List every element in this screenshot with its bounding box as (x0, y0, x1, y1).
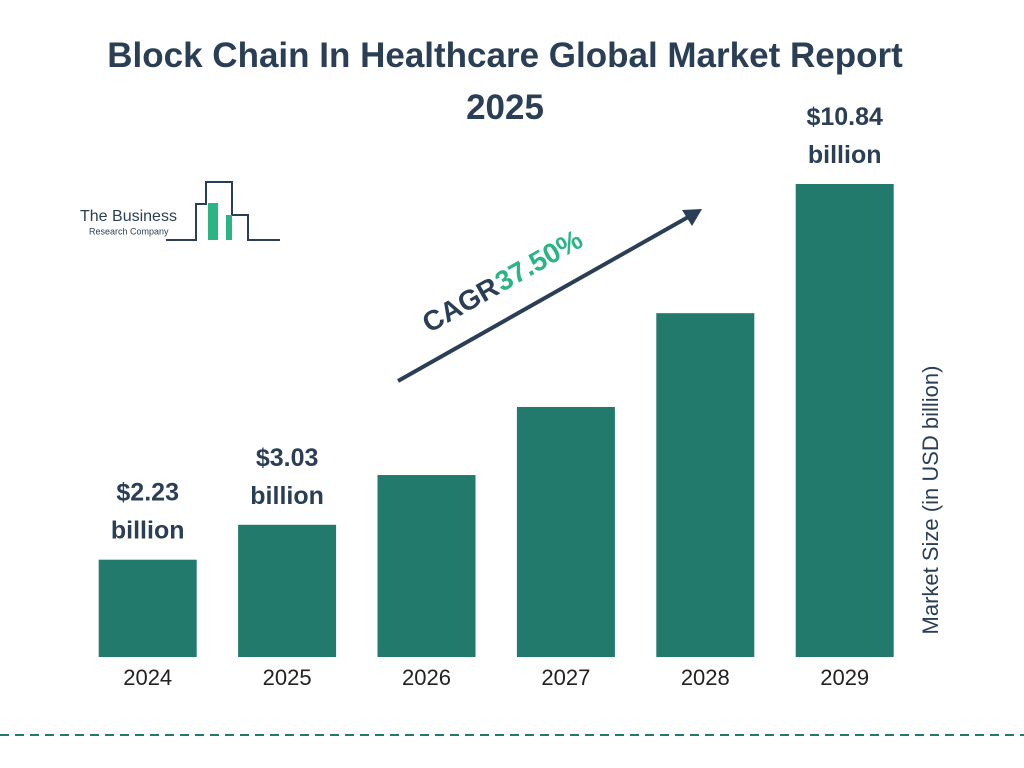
logo-bar (208, 203, 218, 240)
logo-bar (226, 215, 232, 240)
bar (516, 406, 615, 657)
value-label: $2.23 billion (111, 478, 185, 544)
cagr-value: 37.50% (490, 224, 588, 298)
chart-title: Block Chain In Healthcare Global Market … (107, 36, 903, 127)
x-tick-label: 2025 (263, 665, 312, 690)
bar (795, 184, 894, 657)
y-axis-label: Market Size (in USD billion) (918, 366, 943, 635)
logo: The Business Research Company (80, 181, 280, 241)
cagr-arrowhead (682, 209, 702, 226)
cagr-arrow (397, 214, 691, 383)
value-label: $3.03 billion (250, 443, 324, 509)
x-tick-label: 2027 (541, 665, 590, 690)
bar (656, 313, 755, 657)
x-tick-label: 2029 (820, 665, 869, 690)
logo-text: Research Company (89, 226, 169, 236)
bar (377, 475, 476, 657)
bar (238, 524, 337, 657)
bar (98, 559, 197, 657)
x-tick-label: 2028 (681, 665, 730, 690)
x-tick-label: 2024 (123, 665, 172, 690)
logo-outline (166, 181, 280, 241)
value-label: $10.84 billion (806, 103, 883, 169)
x-tick-label: 2026 (402, 665, 451, 690)
logo-text: The Business (80, 208, 177, 225)
